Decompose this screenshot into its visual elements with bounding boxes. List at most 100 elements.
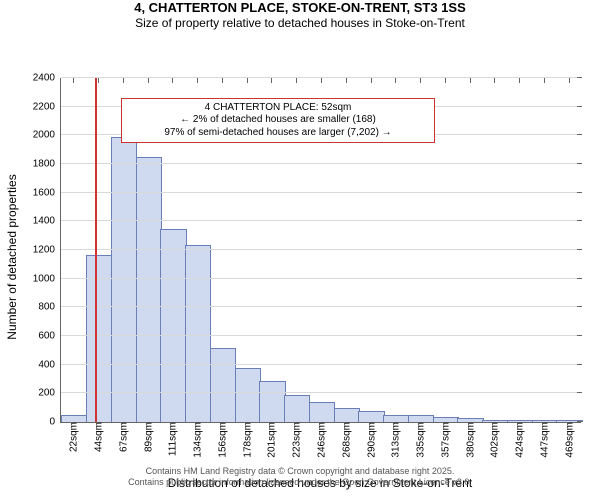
x-tick-mark: [148, 78, 149, 83]
info-box: 4 CHATTERTON PLACE: 52sqm← 2% of detache…: [121, 98, 435, 144]
x-tick-label: 156sqm: [215, 422, 228, 458]
y-tick-mark: [577, 163, 582, 164]
x-tick-mark: [73, 78, 74, 83]
y-tick-mark: [577, 364, 582, 365]
y-tick-label: 1200: [33, 244, 61, 255]
histogram-bar: [408, 415, 434, 422]
gridline: [61, 220, 581, 221]
x-tick-mark: [371, 78, 372, 83]
x-tick-mark: [544, 78, 545, 83]
y-tick-label: 800: [38, 302, 61, 313]
gridline: [61, 392, 581, 393]
gridline: [61, 364, 581, 365]
y-axis-label: Number of detached properties: [5, 85, 19, 429]
histogram-bar: [284, 395, 310, 422]
x-tick-label: 111sqm: [166, 422, 179, 456]
footer-line: Contains HM Land Registry data © Crown c…: [0, 466, 600, 477]
y-tick-mark: [577, 421, 582, 422]
y-tick-mark: [577, 392, 582, 393]
info-box-line: ← 2% of detached houses are smaller (168…: [128, 114, 428, 127]
x-tick-label: 380sqm: [463, 422, 476, 458]
y-tick-mark: [577, 278, 582, 279]
reference-line: [95, 78, 97, 422]
y-tick-label: 2400: [33, 72, 61, 83]
x-tick-label: 335sqm: [414, 422, 427, 458]
x-tick-label: 469sqm: [562, 422, 575, 458]
x-tick-mark: [296, 78, 297, 83]
histogram-bar: [185, 245, 211, 422]
x-tick-mark: [172, 78, 173, 83]
chart-container: 4, CHATTERTON PLACE, STOKE-ON-TRENT, ST3…: [0, 0, 600, 500]
histogram-bar: [259, 381, 285, 422]
y-tick-label: 2000: [33, 130, 61, 141]
x-tick-label: 424sqm: [513, 422, 526, 458]
histogram-bar: [210, 348, 236, 422]
x-tick-mark: [569, 78, 570, 83]
gridline: [61, 278, 581, 279]
x-tick-mark: [420, 78, 421, 83]
x-tick-label: 67sqm: [116, 422, 129, 452]
y-tick-label: 600: [38, 330, 61, 341]
x-tick-mark: [346, 78, 347, 83]
y-tick-label: 200: [38, 388, 61, 399]
x-tick-label: 134sqm: [191, 422, 204, 458]
x-tick-mark: [470, 78, 471, 83]
histogram-bar: [111, 137, 137, 422]
y-tick-label: 400: [38, 359, 61, 370]
x-tick-label: 290sqm: [364, 422, 377, 458]
y-tick-mark: [577, 106, 582, 107]
gridline: [61, 163, 581, 164]
gridline: [61, 306, 581, 307]
y-tick-mark: [577, 306, 582, 307]
x-tick-mark: [494, 78, 495, 83]
y-tick-label: 1600: [33, 187, 61, 198]
x-tick-mark: [271, 78, 272, 83]
x-tick-label: 357sqm: [438, 422, 451, 458]
x-tick-label: 447sqm: [537, 422, 550, 458]
x-tick-label: 89sqm: [141, 422, 154, 452]
x-tick-label: 178sqm: [240, 422, 253, 458]
gridline: [61, 192, 581, 193]
x-tick-mark: [98, 78, 99, 83]
info-box-line: 97% of semi-detached houses are larger (…: [128, 127, 428, 140]
x-tick-mark: [321, 78, 322, 83]
x-tick-label: 402sqm: [488, 422, 501, 458]
x-tick-label: 313sqm: [389, 422, 402, 458]
y-tick-label: 0: [49, 416, 61, 427]
y-tick-label: 1800: [33, 158, 61, 169]
footer-attribution: Contains HM Land Registry data © Crown c…: [0, 466, 600, 488]
x-tick-mark: [197, 78, 198, 83]
chart-title: 4, CHATTERTON PLACE, STOKE-ON-TRENT, ST3…: [0, 0, 600, 16]
x-tick-mark: [395, 78, 396, 83]
y-tick-mark: [577, 220, 582, 221]
x-tick-label: 201sqm: [265, 422, 278, 458]
info-box-line: 4 CHATTERTON PLACE: 52sqm: [128, 102, 428, 115]
x-tick-mark: [519, 78, 520, 83]
histogram-bar: [334, 408, 360, 422]
y-tick-label: 1000: [33, 273, 61, 284]
x-tick-mark: [445, 78, 446, 83]
gridline: [61, 249, 581, 250]
x-tick-label: 246sqm: [315, 422, 328, 458]
chart-subtitle: Size of property relative to detached ho…: [0, 16, 600, 30]
histogram-bar: [358, 411, 384, 422]
gridline: [61, 335, 581, 336]
histogram-bar: [235, 368, 261, 422]
histogram-bar: [61, 415, 87, 422]
x-tick-mark: [222, 78, 223, 83]
footer-line: Contains public sector information licen…: [0, 477, 600, 488]
x-tick-label: 44sqm: [92, 422, 105, 452]
y-tick-mark: [577, 192, 582, 193]
y-tick-mark: [577, 77, 582, 78]
plot-area: 0200400600800100012001400160018002000220…: [60, 78, 581, 423]
y-tick-mark: [577, 249, 582, 250]
y-tick-label: 1400: [33, 216, 61, 227]
x-tick-mark: [123, 78, 124, 83]
y-tick-mark: [577, 335, 582, 336]
x-tick-label: 22sqm: [67, 422, 80, 452]
histogram-bar: [136, 157, 162, 422]
y-tick-mark: [577, 134, 582, 135]
histogram-bar: [383, 415, 409, 422]
x-tick-mark: [247, 78, 248, 83]
histogram-bar: [86, 255, 112, 422]
